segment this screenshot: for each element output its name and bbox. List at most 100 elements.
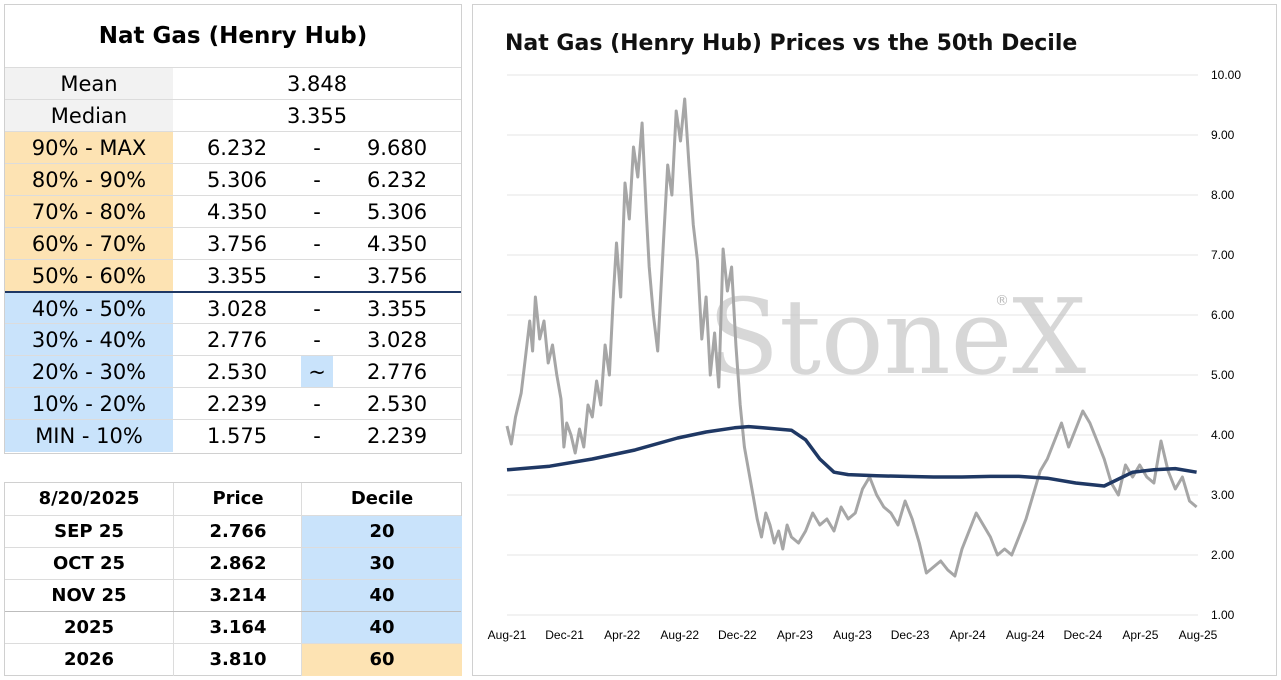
- header-date: 8/20/2025: [38, 488, 140, 509]
- decile-label: 40% - 50%: [5, 293, 173, 325]
- mean-label: Mean: [5, 68, 173, 100]
- decile-low: 4.350: [206, 200, 268, 224]
- contract-decile: 40: [301, 580, 462, 612]
- decile-table: Nat Gas (Henry Hub) Mean 3.848 Median 3.…: [4, 4, 462, 454]
- chart-title: Nat Gas (Henry Hub) Prices vs the 50th D…: [505, 31, 1078, 56]
- price-row: 2026 3.810 60: [5, 643, 462, 676]
- x-axis-ticks: Aug-21 Dec-21 Apr-22 Aug-22 Dec-22 Apr-23 Aug-…: [488, 628, 1218, 642]
- decile-low: 1.575: [206, 424, 268, 448]
- decile-separator: -: [313, 168, 321, 192]
- y-axis-ticks: 1.00 2.00 3.00 4.00 5.00 6.00 7.00 8.00 9.00 10.0…: [1211, 68, 1241, 622]
- price-row: 2025 3.164 40: [5, 611, 462, 644]
- decile-separator: -: [313, 424, 321, 448]
- grid-lines: [507, 74, 1198, 616]
- contract-price: 2.766: [173, 516, 302, 548]
- decile-high: 2.530: [366, 392, 428, 416]
- decile-50-series-line: [506, 424, 1197, 488]
- mean-row: Mean 3.848: [5, 67, 461, 100]
- decile-high: 3.355: [366, 297, 428, 321]
- decile-label: MIN - 10%: [5, 420, 173, 452]
- contract-price: 2.862: [173, 548, 302, 580]
- decile-separator: -: [313, 328, 321, 352]
- decile-high: 2.239: [366, 424, 428, 448]
- decile-low: 3.355: [206, 264, 268, 288]
- price-table: 8/20/2025 Price Decile SEP 25 2.766 20 O…: [4, 482, 462, 676]
- contract-label: OCT 25: [52, 553, 126, 574]
- contract-price: 3.810: [173, 644, 302, 676]
- decile-label: 50% - 60%: [5, 260, 173, 292]
- decile-separator: -: [313, 392, 321, 416]
- y-tick-label: 9.00: [1211, 128, 1235, 142]
- decile-label: 30% - 40%: [5, 324, 173, 356]
- x-tick-label: Apr-25: [1122, 628, 1158, 642]
- x-tick-label: Dec-22: [718, 628, 757, 642]
- decile-separator: -: [313, 136, 321, 160]
- decile-separator: ~: [301, 356, 333, 388]
- decile-high: 3.756: [366, 264, 428, 288]
- decile-row: MIN - 10% 1.575 - 2.239: [5, 419, 461, 452]
- decile-low: 2.776: [206, 328, 268, 352]
- price-table-header: 8/20/2025 Price Decile: [5, 483, 461, 515]
- decile-label: 60% - 70%: [5, 228, 173, 260]
- x-tick-label: Apr-22: [604, 628, 640, 642]
- watermark-text: StoneX: [708, 276, 1086, 398]
- y-tick-label: 5.00: [1211, 368, 1235, 382]
- x-tick-label: Aug-21: [488, 628, 527, 642]
- contract-label: NOV 25: [51, 585, 127, 606]
- y-tick-label: 4.00: [1211, 428, 1235, 442]
- decile-separator: -: [313, 297, 321, 321]
- decile-high: 2.776: [366, 360, 428, 384]
- y-tick-label: 6.00: [1211, 308, 1235, 322]
- x-tick-label: Dec-21: [545, 628, 584, 642]
- contract-decile: 40: [301, 612, 462, 644]
- mean-value: 3.848: [286, 72, 348, 96]
- x-tick-label: Apr-24: [950, 628, 986, 642]
- x-tick-label: Aug-23: [833, 628, 872, 642]
- median-value: 3.355: [286, 104, 348, 128]
- x-tick-label: Dec-24: [1063, 628, 1102, 642]
- x-tick-label: Aug-25: [1179, 628, 1218, 642]
- price-row: SEP 25 2.766 20: [5, 515, 462, 548]
- decile-row: 50% - 60% 3.355 - 3.756: [5, 259, 461, 292]
- decile-high: 5.306: [366, 200, 428, 224]
- x-tick-label: Aug-24: [1006, 628, 1045, 642]
- contract-decile: 60: [301, 644, 462, 676]
- decile-table-title: Nat Gas (Henry Hub): [98, 23, 368, 49]
- median-row: Median 3.355: [5, 99, 461, 132]
- decile-high: 3.028: [366, 328, 428, 352]
- y-tick-label: 1.00: [1211, 608, 1235, 622]
- watermark-registered: ®: [995, 293, 1009, 309]
- decile-row: 80% - 90% 5.306 - 6.232: [5, 163, 461, 196]
- decile-high: 9.680: [366, 136, 428, 160]
- decile-row: 40% - 50% 3.028 - 3.355: [5, 291, 461, 325]
- median-label: Median: [5, 100, 173, 132]
- header-price: Price: [173, 483, 302, 515]
- x-tick-label: Aug-22: [660, 628, 699, 642]
- decile-label: 20% - 30%: [5, 356, 173, 388]
- contract-decile: 20: [301, 516, 462, 548]
- contract-label: SEP 25: [54, 521, 124, 542]
- x-tick-label: Apr-23: [777, 628, 813, 642]
- decile-label: 10% - 20%: [5, 388, 173, 420]
- decile-low: 3.756: [206, 232, 268, 256]
- decile-label: 90% - MAX: [5, 132, 173, 164]
- decile-row: 60% - 70% 3.756 - 4.350: [5, 227, 461, 260]
- price-series-line: [505, 97, 1198, 578]
- y-tick-label: 10.00: [1211, 68, 1241, 82]
- series-layer: [505, 97, 1198, 578]
- y-tick-label: 8.00: [1211, 188, 1235, 202]
- decile-high: 4.350: [366, 232, 428, 256]
- decile-row: 90% - MAX 6.232 - 9.680: [5, 131, 461, 164]
- price-row: NOV 25 3.214 40: [5, 579, 462, 612]
- decile-separator: -: [313, 264, 321, 288]
- contract-price: 3.164: [173, 612, 302, 644]
- contract-decile: 30: [301, 548, 462, 580]
- decile-low: 6.232: [206, 136, 268, 160]
- price-chart: StoneX ® 1.00 2.00 3.00 4.00 5.00 6.00 7.00 8.0…: [488, 68, 1242, 642]
- decile-low: 2.530: [206, 360, 268, 384]
- contract-price: 3.214: [173, 580, 302, 612]
- price-row: OCT 25 2.862 30: [5, 547, 462, 580]
- decile-low: 5.306: [206, 168, 268, 192]
- decile-row: 70% - 80% 4.350 - 5.306: [5, 195, 461, 228]
- decile-row: 30% - 40% 2.776 - 3.028: [5, 323, 461, 356]
